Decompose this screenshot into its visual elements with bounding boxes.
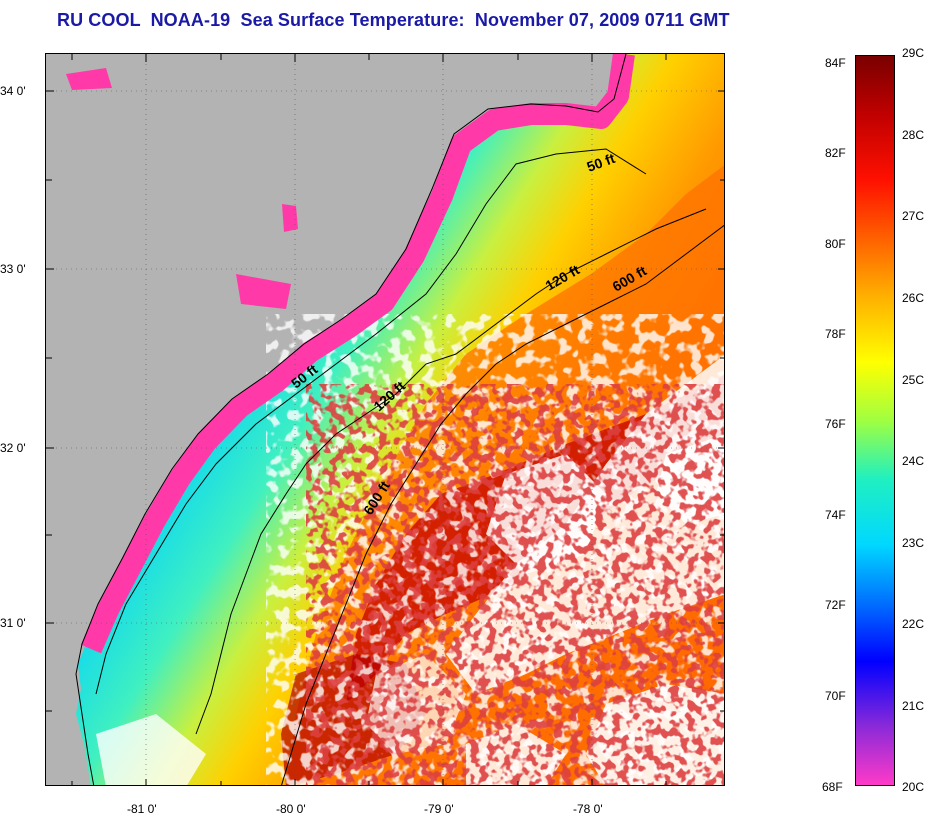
isobath-120ft-line (195, 208, 707, 735)
coastline (75, 54, 627, 785)
colorbar-f-76: 76F (825, 417, 846, 431)
colorbar-c-21: 21C (902, 699, 925, 713)
colorbar-c-22: 22C (902, 617, 925, 631)
colorbar-c-29: 29C (902, 46, 925, 60)
colorbar-c-20: 20C (902, 780, 925, 794)
isobath-600ft-line (281, 224, 724, 785)
colorbar-f-72: 72F (825, 598, 846, 612)
axis-ticks (46, 54, 724, 785)
lat-lon-grid (46, 54, 724, 785)
colorbar-f-80: 80F (825, 237, 846, 251)
lat-label-34: 34 0' (0, 84, 26, 98)
coastal-cold-band (80, 54, 635, 654)
colorbar-c-26: 26C (902, 291, 925, 305)
colorbar-f-78: 78F (825, 327, 846, 341)
isobath-contours (95, 148, 724, 785)
sst-map[interactable]: 50 ft 50 ft 120 ft 120 ft 600 ft 600 ft (45, 53, 725, 786)
lat-label-33: 33 0' (0, 262, 26, 276)
lon-label-79: -79 0' (424, 802, 454, 816)
lat-label-31: 31 0' (0, 616, 26, 630)
lon-label-80: -80 0' (276, 802, 306, 816)
colorbar-f-68: 68F (822, 780, 843, 794)
colorbar-f-74: 74F (825, 508, 846, 522)
temperature-colorbar (855, 55, 895, 786)
lat-label-32: 32 0' (0, 441, 26, 455)
sst-map-canvas: 50 ft 50 ft 120 ft 120 ft 600 ft 600 ft (46, 54, 724, 785)
lon-label-81: -81 0' (127, 802, 157, 816)
isobath-50ft-line (95, 148, 647, 695)
colorbar-f-70: 70F (825, 689, 846, 703)
colorbar-c-27: 27C (902, 209, 925, 223)
warm-speckle (306, 384, 724, 785)
colorbar-c-24: 24C (902, 454, 925, 468)
chart-title: RU COOL NOAA-19 Sea Surface Temperature:… (57, 10, 730, 30)
lon-label-78: -78 0' (573, 802, 603, 816)
colorbar-c-23: 23C (902, 536, 925, 550)
colorbar-c-25: 25C (902, 373, 925, 387)
colorbar-c-28: 28C (902, 128, 925, 142)
colorbar-f-82: 82F (825, 146, 846, 160)
colorbar-f-84: 84F (825, 56, 846, 70)
